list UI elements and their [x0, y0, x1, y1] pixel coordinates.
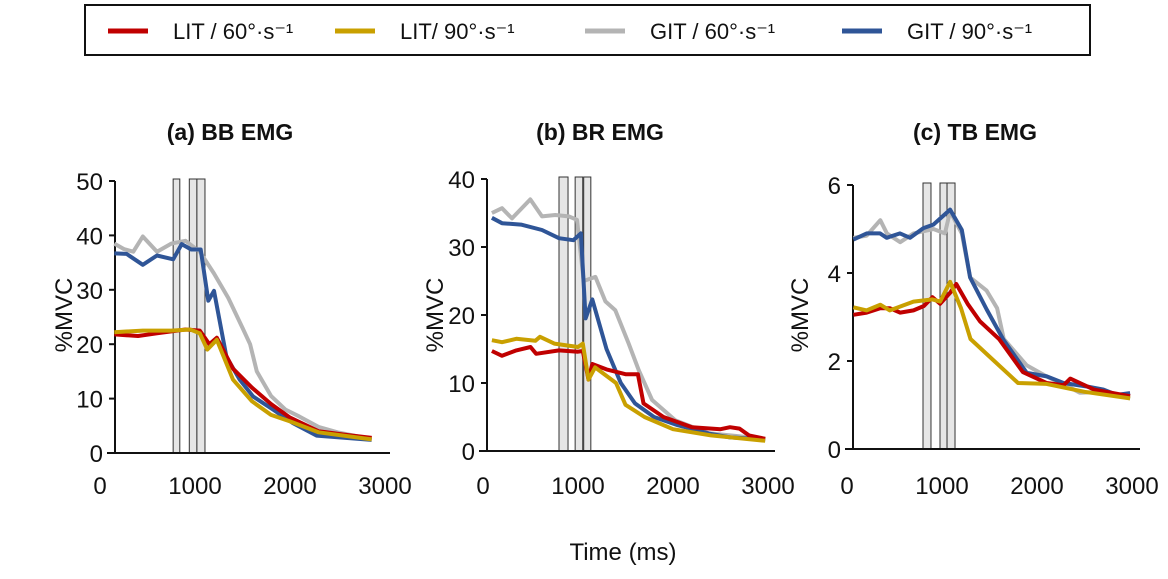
series-line-0	[491, 345, 766, 441]
y-tick-label: 0	[462, 439, 475, 466]
y-tick-label: 10	[76, 387, 103, 414]
panel-title: (b) BR EMG	[536, 119, 664, 145]
shaded-interval	[922, 182, 932, 450]
panel-a: (a) BB EMG %MVC 0 10 20 30 40 50 0 1000 2000 3000	[51, 119, 412, 500]
x-tick-label: 0	[476, 473, 489, 500]
x-tick-label: 2000	[263, 473, 316, 500]
legend-item: LIT / 60°·s⁻¹	[108, 19, 293, 44]
panel-title: (a) BB EMG	[167, 119, 294, 145]
y-tick-label: 10	[448, 371, 475, 398]
y-tick-label: 30	[76, 278, 103, 305]
x-axis-label: Time (ms)	[569, 539, 676, 566]
y-tick-label: 2	[828, 349, 841, 376]
series-line-1	[114, 327, 372, 442]
series-line-1	[852, 279, 1131, 401]
series-line-2	[491, 197, 766, 441]
x-tick-label: 0	[93, 473, 106, 500]
panel-c: (c) TB EMG %MVC 0 2 4 6 0 1000 2000 3000	[787, 119, 1159, 500]
legend-item: GIT / 60°·s⁻¹	[585, 19, 775, 44]
x-tick-label: 3000	[1105, 473, 1158, 500]
legend-item: LIT/ 90°·s⁻¹	[335, 19, 515, 44]
y-tick-label: 6	[828, 173, 841, 200]
legend-label: GIT / 90°·s⁻¹	[907, 19, 1032, 44]
series-line-2	[113, 234, 372, 441]
series-line-3	[114, 242, 372, 442]
y-tick-label: 40	[448, 167, 475, 194]
series-line-1	[491, 334, 766, 443]
x-tick-label: 0	[840, 473, 853, 500]
legend-label: GIT / 60°·s⁻¹	[650, 19, 775, 44]
y-tick-label: 0	[828, 437, 841, 464]
x-tick-label: 2000	[646, 473, 699, 500]
x-tick-label: 1000	[551, 473, 604, 500]
panel-b: (b) BR EMG %MVC 0 10 20 30 40 0 1000 2000 3000	[422, 119, 795, 500]
x-tick-label: 1000	[915, 473, 968, 500]
panel-title: (c) TB EMG	[913, 119, 1037, 145]
legend-item: GIT / 90°·s⁻¹	[842, 19, 1032, 44]
shaded-interval	[196, 178, 206, 454]
legend-label: LIT/ 90°·s⁻¹	[400, 19, 515, 44]
series-line-2	[853, 209, 1131, 401]
y-tick-label: 40	[76, 223, 103, 250]
shaded-interval	[188, 178, 198, 454]
y-axis-label: %MVC	[787, 278, 814, 353]
y-tick-label: 0	[90, 441, 103, 468]
x-tick-label: 3000	[741, 473, 794, 500]
x-tick-label: 3000	[358, 473, 411, 500]
y-tick-label: 20	[448, 303, 475, 330]
x-tick-label: 1000	[168, 473, 221, 500]
legend-label: LIT / 60°·s⁻¹	[173, 19, 293, 44]
y-tick-label: 20	[76, 332, 103, 359]
x-tick-label: 2000	[1010, 473, 1063, 500]
y-axis-label: %MVC	[422, 278, 449, 353]
legend: LIT / 60°·s⁻¹ LIT/ 90°·s⁻¹ GIT / 60°·s⁻¹ GI…	[84, 4, 1091, 56]
shaded-interval	[172, 178, 181, 454]
y-tick-label: 50	[76, 169, 103, 196]
y-tick-label: 4	[828, 261, 841, 288]
y-axis-label: %MVC	[51, 278, 78, 353]
y-tick-label: 30	[448, 235, 475, 262]
